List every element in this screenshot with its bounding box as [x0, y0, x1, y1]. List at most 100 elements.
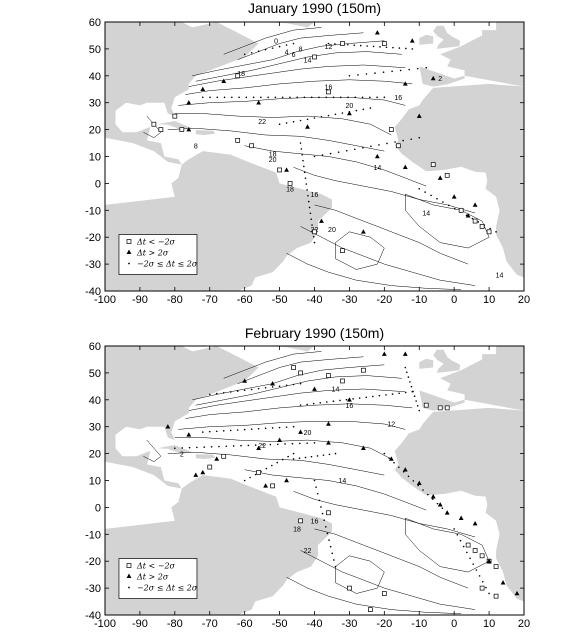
cold-anomaly-square [340, 248, 345, 253]
x-tick-label: 10 [483, 618, 495, 630]
isotherm-label: 18 [293, 527, 301, 534]
normal-observation-dot [243, 53, 246, 56]
normal-observation-dot [257, 50, 260, 53]
isotherm-label: 12 [387, 422, 395, 429]
normal-observation-dot [378, 394, 381, 397]
normal-observation-dot [332, 96, 335, 99]
land-europe [419, 22, 524, 87]
isotherm-line [185, 79, 413, 95]
normal-observation-dot [302, 159, 304, 162]
warm-anomaly-triangle [186, 100, 192, 105]
x-tick-label: -100 [94, 294, 116, 306]
warm-anomaly-triangle [242, 378, 248, 383]
normal-observation-dot [232, 445, 235, 447]
isotherm-line [300, 550, 476, 610]
legend-triangle-icon [126, 249, 132, 255]
normal-observation-dot [407, 376, 410, 378]
normal-observation-dot [334, 43, 336, 45]
isotherm-label: 14 [496, 273, 504, 280]
normal-observation-dot [332, 400, 335, 403]
warm-anomaly-triangle [409, 38, 415, 43]
normal-observation-dot [303, 96, 306, 99]
y-tick-label: 20 [89, 125, 101, 137]
normal-observation-dot [378, 144, 380, 146]
isotherm-label: 16 [394, 95, 402, 102]
land-europe [419, 346, 524, 411]
isotherm-label: 14 [422, 211, 430, 218]
isotherm-line [286, 577, 462, 614]
normal-observation-dot [250, 51, 253, 54]
normal-observation-dot [320, 506, 322, 508]
normal-observation-dot [249, 476, 251, 479]
warm-anomaly-triangle [451, 194, 457, 199]
normal-observation-dot [385, 394, 387, 396]
normal-observation-dot [369, 107, 372, 109]
normal-observation-dot [328, 539, 330, 541]
warm-anomaly-triangle [416, 113, 422, 118]
normal-observation-dot [231, 96, 233, 99]
normal-observation-dot [271, 386, 274, 388]
normal-observation-dot [328, 453, 331, 456]
x-tick-label: -60 [237, 618, 253, 630]
normal-observation-dot [265, 467, 268, 470]
isotherm-line [293, 491, 476, 538]
isotherm-line [286, 253, 462, 290]
isotherm-line [293, 167, 476, 214]
normal-observation-dot [383, 452, 386, 455]
normal-observation-dot [386, 142, 388, 145]
normal-observation-dot [250, 388, 253, 391]
normal-observation-dot [313, 241, 316, 244]
normal-observation-dot [264, 386, 267, 389]
normal-observation-dot [305, 183, 308, 185]
normal-observation-dot [307, 200, 310, 203]
warm-anomaly-triangle [430, 75, 436, 81]
isotherm-label: 16 [311, 519, 319, 526]
isotherm-label: 22 [258, 443, 266, 450]
normal-observation-dot [379, 46, 381, 48]
isotherm-line [237, 356, 364, 384]
legend-box [118, 558, 198, 599]
isotherm-label: 8 [299, 47, 303, 54]
cold-anomaly-square [493, 564, 499, 569]
isotherm-line [335, 555, 385, 594]
normal-observation-dot [345, 398, 348, 401]
normal-observation-dot [308, 206, 311, 209]
normal-observation-dot [292, 452, 295, 455]
normal-observation-dot [285, 384, 288, 387]
warm-anomaly-triangle [298, 429, 303, 434]
warm-anomaly-triangle [465, 213, 471, 218]
y-tick-label: -10 [85, 529, 101, 541]
cold-anomaly-square [298, 518, 303, 524]
normal-observation-dot [222, 430, 225, 432]
isotherm-label: 20 [304, 430, 312, 437]
normal-observation-dot [243, 389, 246, 392]
y-tick-label: 50 [89, 368, 101, 380]
normal-observation-dot [222, 391, 225, 394]
warm-anomaly-triangle [305, 124, 310, 129]
normal-observation-dot [485, 586, 487, 589]
cold-anomaly-square [472, 218, 478, 224]
isotherm-line [314, 204, 469, 265]
isotherm-line [223, 27, 322, 55]
normal-observation-dot [355, 109, 358, 112]
warm-anomaly-triangle [326, 421, 331, 426]
normal-observation-dot [299, 119, 302, 122]
x-tick-label: -20 [376, 294, 392, 306]
x-tick-label: -40 [307, 294, 323, 306]
warm-anomaly-triangle [263, 483, 269, 488]
normal-observation-dot [218, 445, 220, 448]
cold-anomaly-square [326, 510, 331, 516]
normal-observation-dot [276, 461, 279, 464]
x-tick-label: -70 [202, 294, 218, 306]
land-ireland [419, 358, 434, 369]
normal-observation-dot [325, 96, 328, 99]
normal-observation-dot [292, 425, 295, 428]
normal-observation-dot [376, 96, 378, 99]
x-tick-label: -60 [237, 294, 253, 306]
normal-observation-dot [410, 138, 412, 140]
normal-observation-dot [370, 145, 372, 148]
normal-observation-dot [354, 96, 357, 99]
cold-anomaly-square [479, 553, 485, 559]
normal-observation-dot [250, 428, 253, 430]
legend-box [118, 234, 198, 275]
